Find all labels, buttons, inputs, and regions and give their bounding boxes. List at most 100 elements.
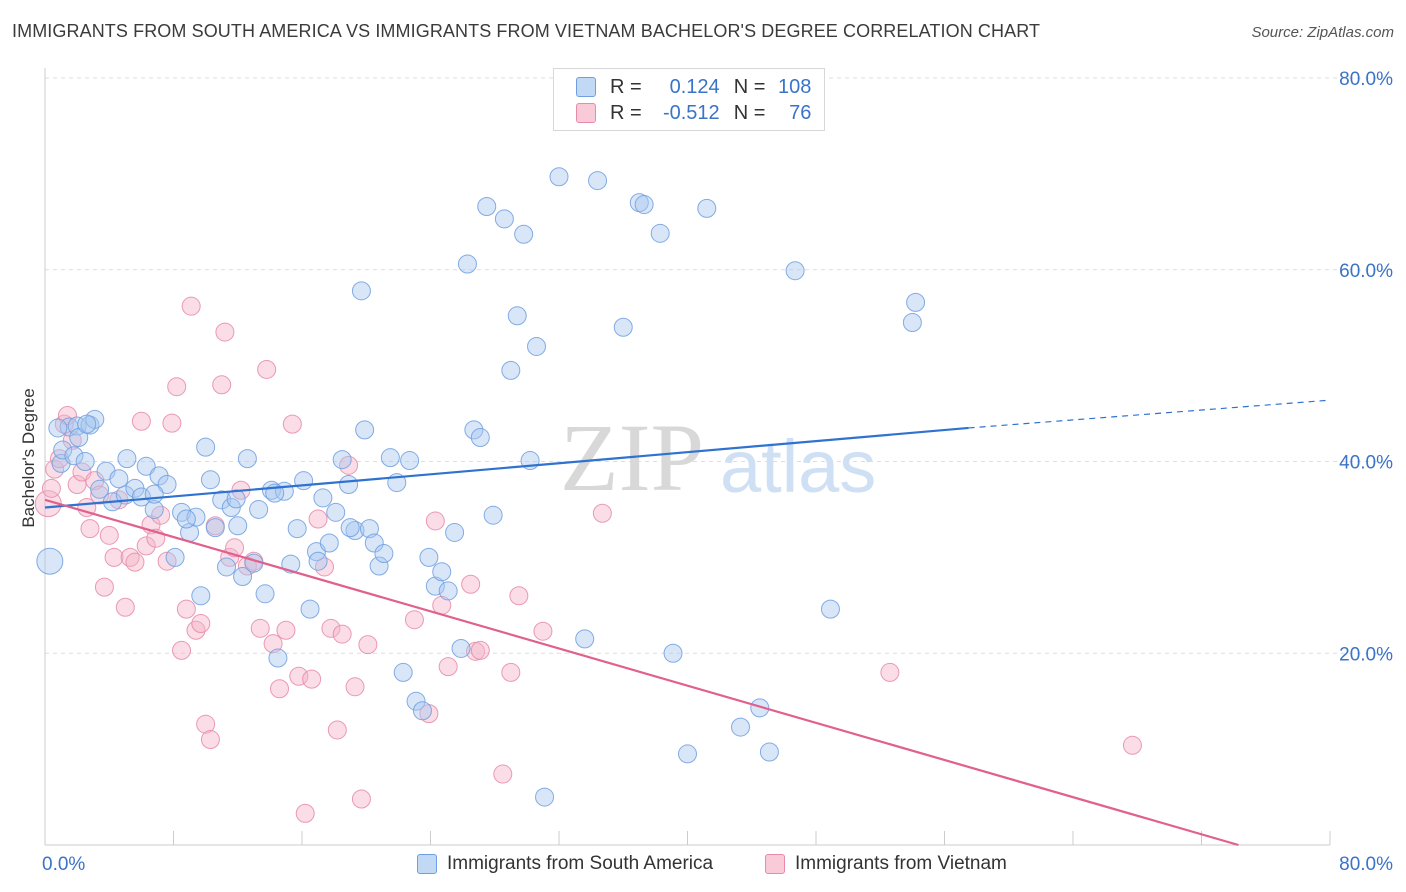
- data-point: [380, 448, 400, 468]
- data-point: [125, 552, 145, 572]
- data-point: [483, 505, 503, 525]
- trend-line-vietnam: [44, 498, 1239, 847]
- data-point: [36, 547, 64, 575]
- data-point: [263, 634, 283, 654]
- legend-row-vietnam: R = -0.512 N = 76: [576, 101, 811, 125]
- data-point: [257, 359, 277, 379]
- data-point: [332, 624, 352, 644]
- data-point: [345, 677, 365, 697]
- data-point: [501, 662, 521, 682]
- data-point: [94, 577, 114, 597]
- data-point: [906, 292, 926, 312]
- data-point: [464, 420, 484, 440]
- data-point: [549, 167, 569, 187]
- data-point: [359, 519, 379, 539]
- data-point: [697, 198, 717, 218]
- r-value: 0.124: [669, 75, 720, 98]
- data-point: [41, 478, 61, 498]
- n-value: 76: [789, 101, 812, 124]
- data-point: [176, 599, 196, 619]
- data-point: [212, 375, 232, 395]
- blue-swatch-icon: [417, 854, 437, 874]
- data-point: [109, 469, 129, 489]
- data-point: [501, 360, 521, 380]
- data-point: [432, 562, 452, 582]
- data-point: [276, 620, 296, 640]
- data-point: [650, 223, 670, 243]
- data-point: [339, 475, 359, 495]
- data-point: [438, 581, 458, 601]
- data-point: [115, 597, 135, 617]
- data-point: [196, 437, 216, 457]
- data-point: [535, 787, 555, 807]
- data-point: [191, 586, 211, 606]
- n-value: 108: [778, 75, 812, 98]
- data-point: [663, 643, 683, 663]
- data-point: [270, 679, 290, 699]
- data-point: [157, 475, 177, 495]
- data-point: [162, 413, 182, 433]
- data-point: [592, 503, 612, 523]
- data-point: [351, 789, 371, 809]
- data-point: [364, 533, 384, 553]
- data-point: [136, 536, 156, 556]
- data-point: [136, 456, 156, 476]
- data-point: [340, 518, 360, 538]
- data-point: [313, 488, 333, 508]
- data-point: [731, 717, 751, 737]
- data-point: [200, 730, 220, 750]
- data-point: [165, 547, 185, 567]
- data-point: [374, 544, 394, 564]
- data-point: [300, 599, 320, 619]
- data-point: [172, 502, 192, 522]
- data-point: [351, 281, 371, 301]
- data-point: [233, 567, 253, 587]
- y-tick-label: 20.0%: [1339, 644, 1393, 665]
- data-point: [64, 446, 84, 466]
- data-point: [237, 449, 257, 469]
- data-point: [226, 489, 246, 509]
- data-point: [509, 586, 529, 606]
- data-point: [205, 518, 225, 538]
- data-point: [308, 509, 328, 529]
- data-point: [785, 261, 805, 281]
- data-point: [167, 377, 187, 397]
- y-tick-label: 40.0%: [1339, 453, 1393, 474]
- data-point: [400, 451, 420, 471]
- data-point: [48, 418, 68, 438]
- data-point: [902, 312, 922, 332]
- data-point: [85, 471, 105, 491]
- legend-label: Immigrants from Vietnam: [795, 853, 1007, 874]
- data-point: [406, 691, 426, 711]
- data-point: [355, 420, 375, 440]
- data-point: [477, 196, 497, 216]
- data-point: [759, 742, 779, 762]
- data-point: [80, 519, 100, 539]
- data-point: [425, 576, 445, 596]
- data-point: [445, 522, 465, 542]
- data-point: [507, 306, 527, 326]
- data-point: [470, 428, 490, 448]
- data-point: [77, 414, 97, 434]
- data-point: [470, 640, 490, 660]
- data-point: [302, 669, 322, 689]
- r-value: -0.512: [662, 101, 720, 124]
- data-point: [221, 498, 241, 518]
- data-point: [820, 599, 840, 619]
- data-point: [527, 336, 547, 356]
- trend-line-south-america-projection: [968, 399, 1331, 429]
- data-point: [131, 411, 151, 431]
- data-point: [461, 574, 481, 594]
- data-point: [75, 452, 95, 471]
- series-south-america-points: [36, 167, 926, 807]
- r-label: R =: [610, 101, 642, 124]
- data-point: [332, 450, 352, 470]
- data-point: [425, 511, 445, 531]
- trend-lines: [44, 399, 1331, 847]
- data-point: [172, 640, 192, 660]
- data-point: [369, 556, 389, 576]
- data-point: [250, 618, 270, 638]
- data-point: [613, 317, 633, 337]
- chart-title: IMMIGRANTS FROM SOUTH AMERICA VS IMMIGRA…: [12, 21, 1041, 41]
- blue-swatch-icon: [576, 77, 596, 97]
